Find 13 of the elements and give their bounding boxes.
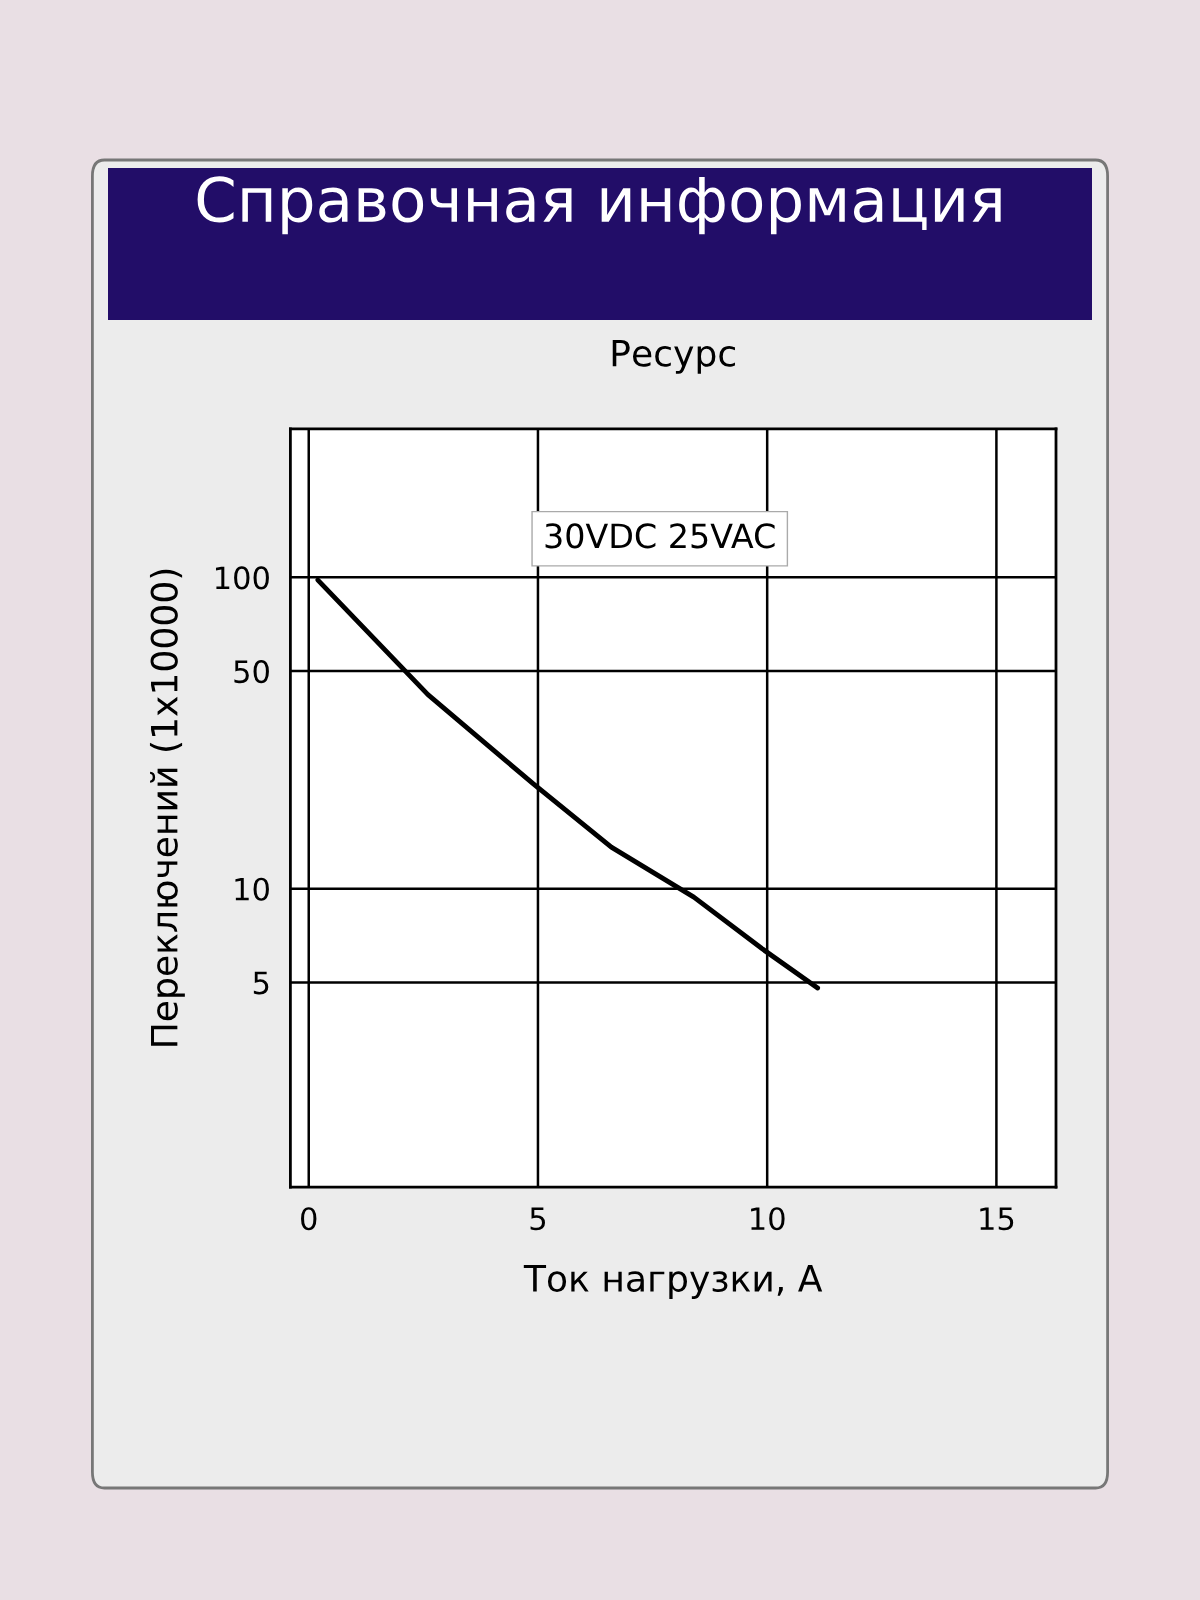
x-tick-label: 15 <box>980 1207 1014 1231</box>
chart-subtitle: Ресурс <box>612 339 735 374</box>
y-tick-label: 100 <box>215 566 269 590</box>
y-tick-label: 50 <box>234 660 269 684</box>
y-axis-title: Переключений (1x10000) <box>149 569 185 1046</box>
y-tick-label: 5 <box>253 971 269 995</box>
chart-title: Справочная информация <box>197 176 1001 235</box>
annotation: 30VDC 25VAC <box>545 523 775 549</box>
x-tick-label: 0 <box>301 1207 317 1231</box>
y-tick-label: 10 <box>235 877 269 901</box>
x-tick-label: 5 <box>530 1207 546 1231</box>
x-axis-title: Ток нагрузки, А <box>523 1265 823 1299</box>
x-tick-label: 10 <box>751 1207 785 1231</box>
